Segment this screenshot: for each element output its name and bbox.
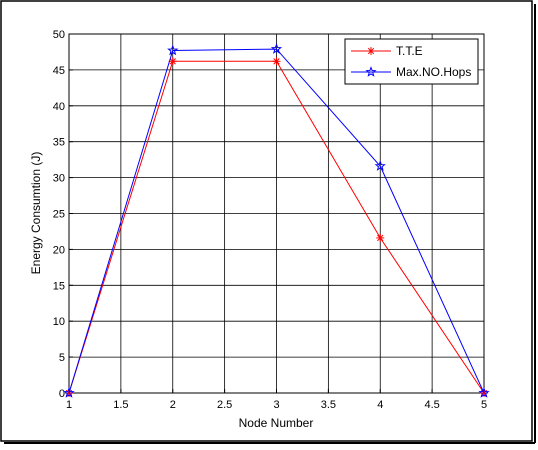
x-tick-label: 2: [170, 399, 176, 411]
data-point-1-4: [478, 387, 490, 398]
legend-marker-1: [365, 66, 377, 77]
series-layer: [63, 43, 490, 398]
y-tick-label: 35: [53, 137, 65, 149]
data-point-0-2: [272, 57, 281, 66]
x-tick-label: 3: [273, 399, 279, 411]
data-point-1-3: [374, 160, 386, 171]
legend-marker-0: [367, 47, 375, 55]
y-tick-label: 40: [53, 101, 65, 113]
data-point-1-2: [270, 43, 283, 54]
x-tick-label: 3.5: [321, 399, 336, 411]
legend: T.T.E Max.NO.Hops: [344, 38, 479, 85]
y-tick-label: 10: [53, 316, 65, 328]
x-tick-label: 4: [377, 399, 383, 411]
data-point-1-0: [63, 387, 75, 398]
x-axis-label: Node Number: [239, 416, 314, 430]
series-line-1: [68, 48, 485, 394]
y-tick-label: 45: [53, 65, 65, 77]
x-tick-label: 1.5: [113, 399, 128, 411]
x-tick-label: 4.5: [424, 399, 439, 411]
y-tick-label: 5: [59, 352, 65, 364]
y-axis-label: Energy Consumtion (J): [29, 152, 43, 275]
x-tick-label: 2.5: [217, 399, 232, 411]
y-tick-label: 30: [53, 173, 65, 185]
grid: [69, 34, 484, 393]
y-tick-label: 50: [53, 29, 65, 41]
legend-box: [344, 38, 479, 85]
x-tick-label: 1: [66, 399, 72, 411]
y-tick-label: 20: [53, 244, 65, 256]
data-point-0-1: [168, 57, 177, 66]
y-tick-label: 25: [53, 209, 65, 221]
legend-label-0: T.T.E: [396, 44, 423, 58]
data-point-0-3: [376, 233, 385, 242]
legend-label-1: Max.NO.Hops: [396, 65, 471, 79]
x-tick-label: 5: [481, 399, 487, 411]
data-point-1-1: [167, 44, 179, 56]
y-tick-label: 0: [59, 388, 65, 400]
y-tick-label: 15: [53, 280, 65, 292]
